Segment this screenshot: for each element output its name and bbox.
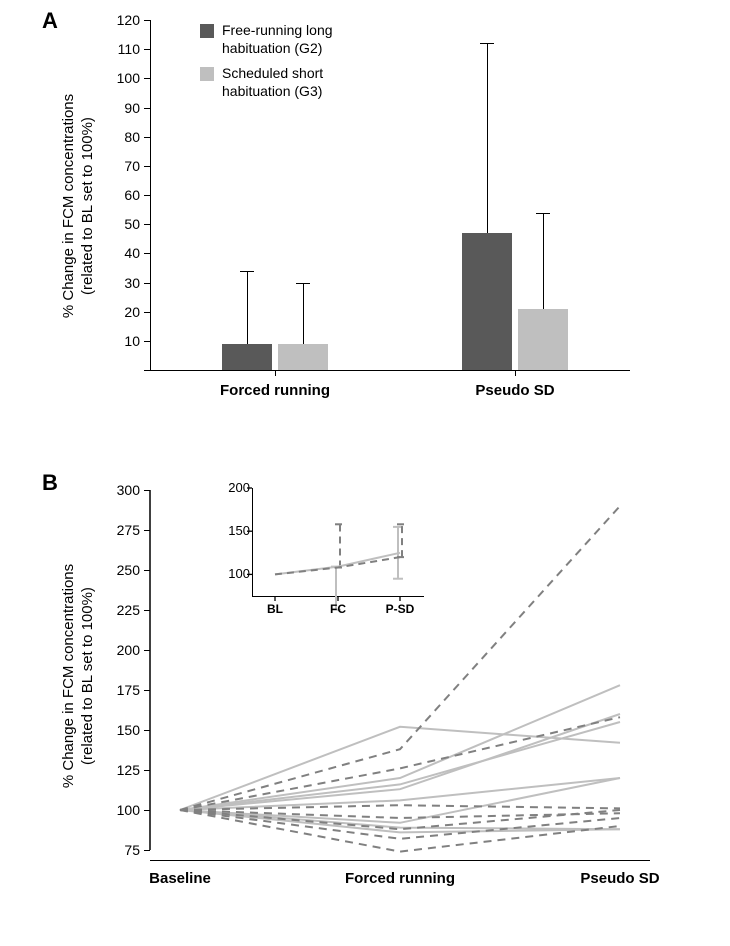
panel-label-a: A: [42, 8, 58, 34]
legend-item-g2: Free-running long habituation (G2): [200, 22, 333, 57]
error-cap: [536, 213, 550, 214]
series-line-solid: [180, 722, 620, 810]
error-cap: [296, 283, 310, 284]
y-tick-label: 200: [90, 642, 140, 658]
y-tick-label: 20: [90, 304, 140, 320]
y-tick-label: 10: [90, 333, 140, 349]
bar: [278, 344, 328, 370]
bar: [518, 309, 568, 370]
x-category-label: Forced running: [325, 870, 475, 887]
y-tick-label: 30: [90, 275, 140, 291]
panel-label-b: B: [42, 470, 58, 496]
inset-y-tick-label: 150: [220, 523, 250, 538]
x-tick: [275, 370, 276, 376]
x-category-label: Baseline: [105, 870, 255, 887]
y-tick: [144, 108, 150, 109]
y-tick: [144, 850, 150, 851]
y-tick: [144, 730, 150, 731]
legend-label: Scheduled short habituation (G3): [222, 65, 323, 100]
y-tick: [144, 370, 150, 371]
y-tick: [144, 490, 150, 491]
y-tick-label: 225: [90, 602, 140, 618]
bar: [462, 233, 512, 370]
x-category-label: Pseudo SD: [445, 382, 585, 399]
x-axis: [150, 860, 650, 861]
panel-a: % Change in FCM concentrations (related …: [70, 10, 670, 430]
y-tick: [144, 530, 150, 531]
y-tick-label: 40: [90, 245, 140, 261]
y-tick: [144, 195, 150, 196]
y-tick: [144, 224, 150, 225]
y-tick: [144, 650, 150, 651]
y-axis-title-line1: % Change in FCM concentrations: [60, 94, 77, 318]
x-category-label: Forced running: [205, 382, 345, 399]
legend-swatch: [200, 24, 214, 38]
y-tick-label: 125: [90, 762, 140, 778]
y-tick-label: 120: [90, 12, 140, 28]
panel-b: % Change in FCM concentrations (related …: [70, 470, 670, 920]
error-cap: [480, 43, 494, 44]
error-bar: [543, 213, 544, 309]
y-tick: [144, 78, 150, 79]
x-axis: [150, 370, 630, 371]
series-line-solid: [180, 714, 620, 810]
x-tick: [515, 370, 516, 376]
y-axis-title-line1: % Change in FCM concentrations: [60, 564, 77, 788]
legend-item-g3: Scheduled short habituation (G3): [200, 65, 333, 100]
inset-x-label: P-SD: [380, 602, 420, 616]
y-tick: [144, 283, 150, 284]
inset-y-tick-label: 200: [220, 480, 250, 495]
y-tick-label: 75: [90, 842, 140, 858]
y-tick-label: 250: [90, 562, 140, 578]
y-tick-label: 80: [90, 129, 140, 145]
series-line-solid: [180, 778, 620, 810]
y-tick: [144, 570, 150, 571]
error-bar: [247, 271, 248, 344]
y-tick-label: 100: [90, 802, 140, 818]
y-tick: [144, 312, 150, 313]
y-tick-label: 300: [90, 482, 140, 498]
inset-y-tick-label: 100: [220, 566, 250, 581]
y-tick: [144, 166, 150, 167]
inset-x-label: BL: [255, 602, 295, 616]
error-cap: [240, 271, 254, 272]
y-axis: [150, 20, 151, 370]
y-tick-label: 50: [90, 216, 140, 232]
y-tick-label: 275: [90, 522, 140, 538]
series-line-solid: [180, 727, 620, 810]
error-bar: [303, 283, 304, 344]
y-tick-label: 90: [90, 100, 140, 116]
legend-label: Free-running long habituation (G2): [222, 22, 333, 57]
figure-root: A % Change in FCM concentrations (relate…: [0, 0, 730, 946]
legend-swatch: [200, 67, 214, 81]
y-tick: [144, 810, 150, 811]
inset-x-label: FC: [318, 602, 358, 616]
y-tick-label: 70: [90, 158, 140, 174]
y-tick: [144, 341, 150, 342]
legend: Free-running long habituation (G2) Sched…: [200, 22, 333, 108]
error-bar: [487, 43, 488, 233]
bar: [222, 344, 272, 370]
y-tick: [144, 253, 150, 254]
y-tick: [144, 770, 150, 771]
x-category-label: Pseudo SD: [545, 870, 695, 887]
y-tick-label: 175: [90, 682, 140, 698]
y-tick: [144, 610, 150, 611]
y-tick-label: 60: [90, 187, 140, 203]
y-tick-label: 100: [90, 70, 140, 86]
series-line-dash: [180, 717, 620, 810]
y-tick: [144, 690, 150, 691]
y-tick: [144, 137, 150, 138]
y-tick-label: 110: [90, 41, 140, 57]
y-tick-label: 150: [90, 722, 140, 738]
y-tick: [144, 20, 150, 21]
inset-chart: 100 150 200 BL FC P-SD: [220, 478, 430, 628]
y-tick: [144, 49, 150, 50]
